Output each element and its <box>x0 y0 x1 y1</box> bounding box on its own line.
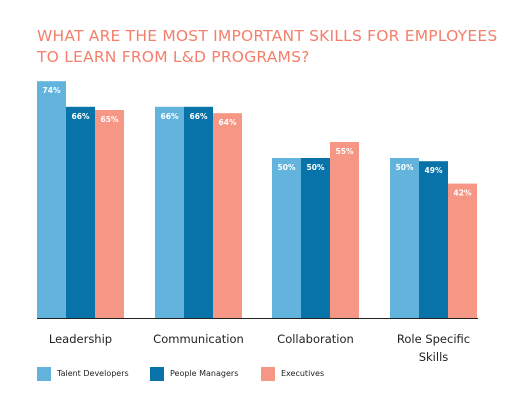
data-label-communication-talent-developers: 66% <box>161 112 179 121</box>
category-label-role-specific-skills-line-1: Role Specific <box>397 332 470 346</box>
data-label-collaboration-executives: 55% <box>336 147 354 156</box>
legend-label-talent-developers: Talent Developers <box>57 369 129 378</box>
data-label-leadership-talent-developers: 74% <box>43 86 61 95</box>
data-label-leadership-people-managers: 66% <box>72 112 90 121</box>
data-label-communication-executives: 64% <box>219 118 237 127</box>
legend-swatch-people-managers <box>150 367 164 381</box>
bar-communication-executives <box>213 113 242 318</box>
bar-leadership-talent-developers <box>37 81 66 318</box>
category-label-communication: Communication <box>153 332 244 346</box>
category-label-collaboration: Collaboration <box>277 332 354 346</box>
data-label-communication-people-managers: 66% <box>190 112 208 121</box>
chart-title-line-1: WHAT ARE THE MOST IMPORTANT SKILLS FOR E… <box>37 27 498 45</box>
legend-label-people-managers: People Managers <box>170 369 239 378</box>
data-label-collaboration-talent-developers: 50% <box>278 163 296 172</box>
chart-title: WHAT ARE THE MOST IMPORTANT SKILLS FOR E… <box>37 26 497 68</box>
category-label-leadership: Leadership <box>49 332 112 346</box>
bar-leadership-executives <box>95 110 124 318</box>
bar-collaboration-people-managers <box>301 158 330 318</box>
data-label-leadership-executives: 65% <box>101 115 119 124</box>
data-label-role-specific-skills-executives: 42% <box>454 189 472 198</box>
bar-communication-talent-developers <box>155 106 184 318</box>
bar-collaboration-executives <box>330 142 359 318</box>
bar-role-specific-skills-executives <box>448 183 477 318</box>
legend-label-executives: Executives <box>281 369 325 378</box>
data-label-role-specific-skills-people-managers: 49% <box>425 166 443 175</box>
bar-role-specific-skills-people-managers <box>419 161 448 318</box>
bar-leadership-people-managers <box>66 106 95 318</box>
data-label-role-specific-skills-talent-developers: 50% <box>396 163 414 172</box>
bar-role-specific-skills-talent-developers <box>390 158 419 318</box>
chart-title-line-2: TO LEARN FROM L&D PROGRAMS? <box>37 48 310 66</box>
legend-swatch-executives <box>261 367 275 381</box>
data-label-collaboration-people-managers: 50% <box>307 163 325 172</box>
bar-communication-people-managers <box>184 106 213 318</box>
category-label-role-specific-skills-line-2: Skills <box>419 350 449 364</box>
bar-collaboration-talent-developers <box>272 158 301 318</box>
legend-swatch-talent-developers <box>37 367 51 381</box>
